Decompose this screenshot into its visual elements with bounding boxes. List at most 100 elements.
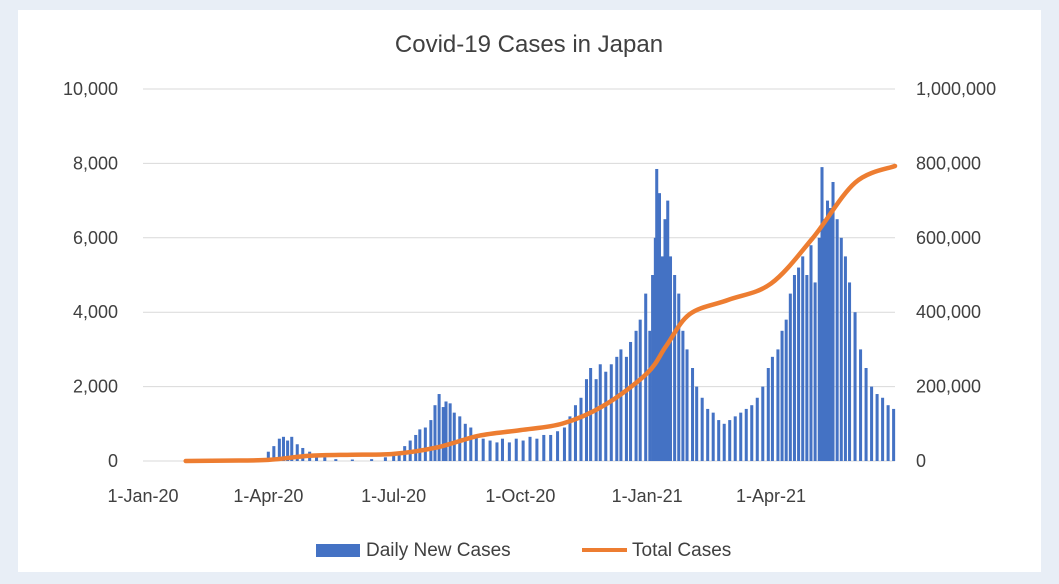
right-axis-tick-label: 0 [916, 451, 926, 471]
daily-cases-bar [423, 427, 427, 461]
daily-cases-bar [766, 368, 770, 461]
daily-cases-bar [835, 219, 839, 461]
daily-cases-bar [556, 431, 560, 461]
daily-cases-bar [859, 349, 863, 461]
left-axis-tick-label: 10,000 [63, 79, 118, 99]
daily-cases-bar [437, 394, 441, 461]
daily-cases-bar [528, 436, 532, 461]
daily-cases-bar [495, 442, 499, 461]
daily-cases-bar [805, 275, 809, 461]
daily-cases-bar [820, 167, 824, 461]
daily-cases-bar [813, 282, 817, 461]
daily-cases-bar [706, 408, 710, 461]
x-axis-tick-label: 1-Jan-20 [107, 486, 178, 506]
daily-cases-bar [828, 208, 832, 461]
daily-cases-bar [673, 275, 677, 461]
daily-cases-bar [562, 427, 566, 461]
daily-cases-bar [788, 293, 792, 461]
daily-cases-bar [609, 364, 613, 461]
daily-cases-bar [634, 330, 638, 461]
legend-label-daily-new-cases: Daily New Cases [366, 540, 511, 561]
daily-cases-bar [535, 438, 539, 461]
daily-cases-bar [469, 427, 473, 461]
daily-cases-bar [598, 364, 602, 461]
daily-cases-bar [881, 397, 885, 461]
right-axis-tick-label: 800,000 [916, 153, 981, 173]
daily-cases-bar [691, 368, 695, 461]
left-axis-tick-label: 8,000 [73, 153, 118, 173]
daily-cases-bar [886, 405, 890, 461]
daily-cases-bar [579, 397, 583, 461]
legend: Daily New Cases Total Cases [316, 540, 731, 561]
daily-cases-bar [266, 451, 270, 461]
daily-cases-bar [685, 349, 689, 461]
x-axis-ticks: 1-Jan-20 1-Apr-20 1-Jul-20 1-Oct-20 1-Jan-21… [107, 486, 806, 506]
daily-cases-bar [638, 319, 642, 461]
daily-cases-bar [500, 438, 504, 461]
daily-cases-bar [875, 394, 879, 461]
daily-cases-bar [452, 412, 456, 461]
daily-cases-bar [776, 349, 780, 461]
daily-cases-bar [681, 330, 685, 461]
right-axis-tick-label: 1,000,000 [916, 79, 996, 99]
daily-cases-bar [629, 341, 633, 461]
right-axis-tick-label: 200,000 [916, 377, 981, 397]
daily-cases-bar [584, 379, 589, 461]
left-axis-ticks: 0 2,000 4,000 6,000 8,000 10,000 [63, 79, 118, 471]
daily-cases-bar [463, 423, 467, 461]
daily-cases-bar [619, 349, 623, 461]
daily-cases-bar [568, 416, 572, 461]
x-axis-tick-label: 1-Oct-20 [485, 486, 555, 506]
daily-cases-bar [370, 459, 374, 461]
daily-cases-bar [323, 457, 327, 461]
daily-cases-bar [624, 356, 628, 461]
chart-panel: Covid-19 Cases in Japan 0 2,000 4,000 6,000… [18, 10, 1041, 572]
daily-cases-bar [700, 397, 704, 461]
daily-cases-bar [295, 444, 299, 461]
daily-cases-bar [397, 451, 401, 461]
x-axis-tick-label: 1-Jan-21 [612, 486, 683, 506]
daily-cases-bar [648, 330, 652, 461]
daily-cases-bar [615, 356, 619, 461]
daily-cases-bar [870, 386, 874, 461]
daily-cases-bar [660, 256, 664, 461]
daily-cases-bar [514, 438, 518, 461]
daily-cases-bar [383, 457, 387, 461]
daily-cases-bar [507, 442, 511, 461]
daily-cases-bar [843, 256, 847, 461]
daily-cases-bar [770, 356, 774, 461]
daily-cases-bar [864, 368, 868, 461]
daily-cases-bar [286, 440, 290, 461]
daily-cases-bar [792, 275, 796, 461]
daily-cases-bar [429, 420, 433, 461]
left-axis-tick-label: 2,000 [73, 377, 118, 397]
daily-cases-bar [853, 312, 857, 461]
daily-cases-bar [733, 416, 737, 461]
daily-cases-bar [418, 429, 422, 461]
daily-cases-bar [542, 434, 546, 461]
daily-cases-bar [657, 193, 661, 461]
daily-cases-bar [392, 455, 396, 461]
daily-cases-bar [761, 386, 765, 461]
daily-cases-bar [594, 379, 598, 461]
daily-cases-bar [750, 405, 754, 461]
daily-cases-bar [677, 293, 681, 461]
daily-cases-bar [892, 408, 896, 461]
left-axis-tick-label: 0 [108, 451, 118, 471]
daily-cases-bar [334, 459, 338, 461]
x-axis-tick-label: 1-Jul-20 [361, 486, 426, 506]
x-axis-tick-label: 1-Apr-20 [233, 486, 303, 506]
daily-cases-bar [848, 282, 852, 461]
daily-cases-bar [797, 267, 801, 461]
daily-cases-bar [817, 237, 821, 461]
daily-cases-bar [521, 440, 525, 461]
chart-title: Covid-19 Cases in Japan [395, 31, 663, 58]
daily-cases-bar [831, 182, 835, 461]
daily-cases-bar [784, 319, 788, 461]
daily-cases-bar [780, 330, 784, 461]
right-axis-ticks: 0 200,000 400,000 600,000 800,000 1,000,000 [916, 79, 996, 471]
daily-cases-bar [823, 219, 827, 461]
daily-cases-bar [695, 386, 699, 461]
daily-cases-bar [441, 407, 445, 461]
